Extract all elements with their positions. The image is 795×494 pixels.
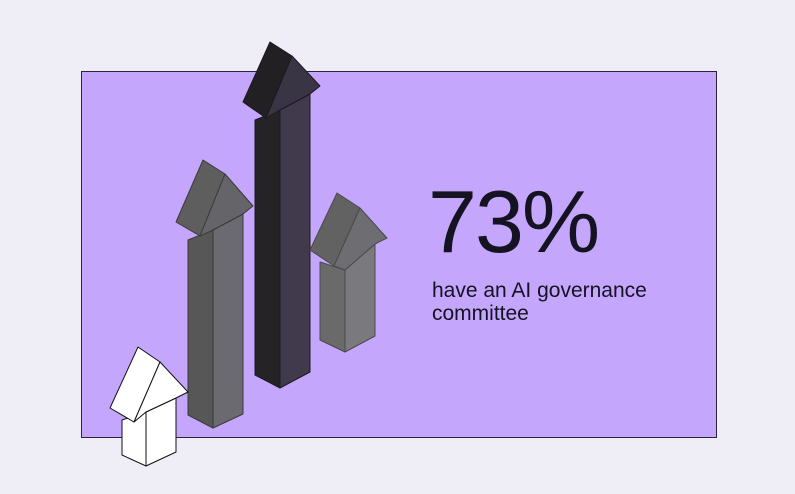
tall-arrow <box>242 41 321 389</box>
right-arrow <box>309 192 388 353</box>
stat-value: 73% <box>428 172 600 271</box>
white-arrow <box>109 346 189 467</box>
stat-panel <box>81 71 717 438</box>
stat-caption: have an AI governance committee <box>432 279 647 325</box>
left-arrow <box>175 159 254 429</box>
